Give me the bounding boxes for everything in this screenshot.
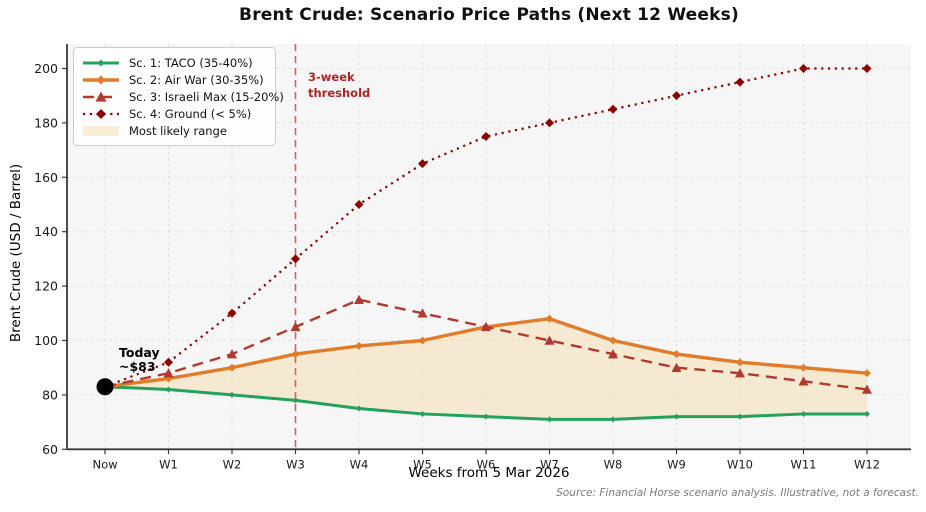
y-tick-label: 100: [34, 333, 58, 348]
series-marker-sc4: [672, 91, 681, 101]
series-marker-sc3: [290, 321, 301, 332]
y-axis-label: Brent Crude (USD / Barrel): [8, 163, 24, 343]
series-marker-sc1: [292, 397, 299, 404]
series-marker-sc3: [544, 335, 555, 345]
x-tick-label: W6: [477, 457, 496, 471]
series-marker-sc4: [291, 254, 300, 264]
series-marker-sc1: [165, 386, 172, 393]
y-tick-label: 140: [34, 224, 58, 239]
x-tick-label: W1: [159, 457, 178, 471]
y-tick-label: 80: [42, 387, 58, 402]
series-marker-sc2: [609, 336, 617, 345]
threshold-annotation: 3-week threshold: [308, 70, 371, 101]
series-marker-sc3: [862, 384, 872, 394]
series-marker-sc1: [356, 405, 362, 412]
series-marker-sc1: [483, 413, 489, 420]
legend-label: Sc. 2: Air War (30-35%): [129, 72, 264, 87]
source-note: Source: Financial Horse scenario analysi…: [556, 487, 919, 499]
series-marker-sc2: [291, 350, 300, 359]
series-marker-sc1: [229, 391, 235, 398]
series-marker-sc1: [546, 416, 553, 423]
x-tick-label: W3: [286, 457, 305, 471]
series-marker-sc4: [164, 357, 173, 367]
x-tick-label: W10: [727, 457, 753, 471]
legend-item: Most likely range: [82, 123, 267, 140]
x-tick-label: W9: [667, 457, 686, 471]
series-marker-sc3: [163, 368, 174, 378]
legend-line-sample-sc3: [82, 90, 120, 104]
series-marker-sc2: [355, 341, 363, 350]
legend-label: Sc. 4: Ground (< 5%): [129, 107, 252, 122]
legend-item: Sc. 1: TACO (35-40%): [82, 54, 267, 71]
series-marker-sc1: [864, 410, 870, 417]
x-tick-label: W8: [604, 457, 623, 471]
series-marker-sc3: [354, 294, 364, 304]
series-marker-sc3: [798, 376, 809, 386]
series-marker-sc3: [417, 308, 428, 318]
series-marker-sc4: [799, 63, 808, 73]
series-marker-sc3: [671, 362, 682, 372]
series-marker-sc2: [672, 350, 681, 359]
series-marker-sc1: [800, 410, 807, 417]
series-marker-sc2: [736, 358, 744, 367]
series-marker-sc2: [418, 336, 427, 345]
legend-item: Sc. 2: Air War (30-35%): [82, 71, 267, 88]
chart-title: Brent Crude: Scenario Price Paths (Next …: [239, 5, 739, 25]
legend-line-sample-sc2: [82, 73, 120, 87]
today-annotation: Today ~$83: [119, 345, 160, 375]
x-tick-label: W2: [223, 457, 242, 471]
y-tick-label: 180: [34, 115, 58, 130]
x-tick-label: W7: [540, 457, 559, 471]
series-marker-sc4: [418, 159, 427, 169]
legend-item: Sc. 4: Ground (< 5%): [82, 106, 267, 123]
series-marker-sc1: [419, 410, 426, 417]
series-marker-sc4: [545, 118, 554, 128]
series-marker-sc4: [481, 131, 491, 141]
series-marker-sc3: [481, 321, 491, 332]
series-marker-sc2: [545, 314, 554, 323]
series-marker-sc4: [227, 308, 237, 318]
legend-label: Sc. 1: TACO (35-40%): [129, 55, 253, 70]
y-tick-label: 60: [42, 442, 58, 457]
x-tick-label: W12: [854, 457, 880, 471]
y-tick-label: 200: [34, 61, 58, 76]
series-marker-sc4: [354, 199, 364, 209]
series-marker-sc4: [608, 104, 618, 114]
legend-line-sample-sc4: [82, 107, 120, 121]
series-marker-sc2: [228, 363, 236, 372]
series-marker-sc4: [862, 63, 872, 73]
legend-item: Sc. 3: Israeli Max (15-20%): [82, 88, 284, 105]
y-tick-label: 160: [34, 170, 58, 185]
y-tick-label: 120: [34, 279, 58, 294]
series-marker-sc2: [799, 363, 808, 372]
legend-line-sample-sc1: [82, 56, 120, 70]
x-axis-label: Weeks from 5 Mar 2026: [408, 465, 570, 481]
series-marker-sc1: [610, 416, 616, 423]
series-marker-sc3: [735, 368, 745, 378]
series-marker-sc3: [227, 349, 237, 359]
series-marker-sc4: [735, 77, 745, 87]
legend: Sc. 1: TACO (35-40%) Sc. 2: Air War (30-…: [73, 47, 284, 146]
x-tick-label: Now: [92, 457, 117, 471]
legend-label: Most likely range: [129, 124, 227, 139]
legend-label: Sc. 3: Israeli Max (15-20%): [129, 89, 284, 104]
series-marker-sc2: [863, 369, 871, 378]
series-marker-sc1: [673, 413, 680, 420]
series-marker-sc3: [608, 349, 618, 359]
x-tick-label: W11: [790, 457, 816, 471]
x-tick-label: W4: [350, 457, 369, 471]
legend-patch-sample-band: [82, 124, 120, 138]
series-marker-sc1: [737, 413, 743, 420]
today-dot: [96, 378, 114, 396]
x-tick-label: W5: [413, 457, 432, 471]
